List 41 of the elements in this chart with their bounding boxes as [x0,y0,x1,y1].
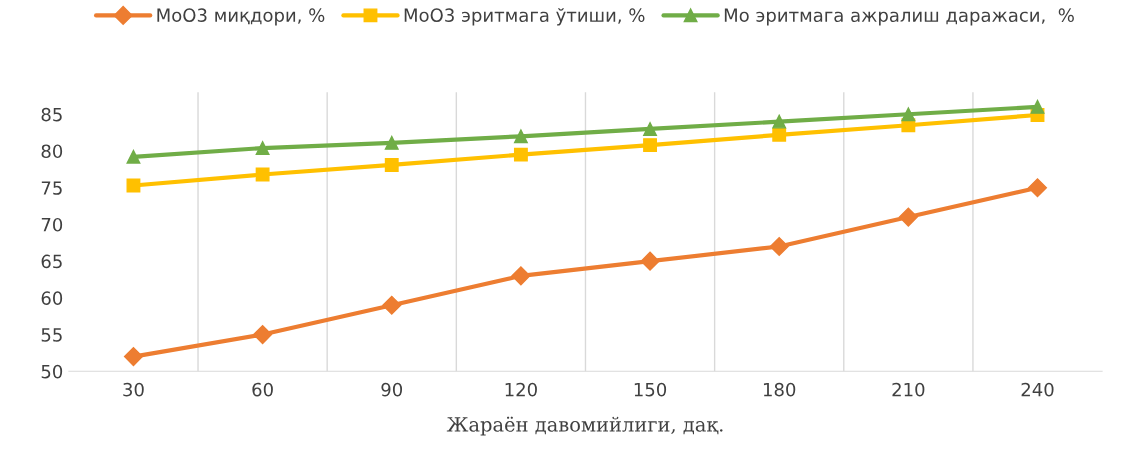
y-tick-label: 80 [41,144,63,159]
legend-label: Мо эритмага ажралиш даражаси, % [724,8,1074,26]
point [255,167,270,182]
y-tick-label: 65 [41,254,62,269]
point [640,251,660,271]
point [384,135,399,150]
y-tick-label: 50 [41,364,63,379]
x-tick-label: 210 [892,382,925,397]
point [513,147,528,162]
x-tick-label: 120 [505,382,537,397]
point [126,149,141,164]
y-tick-label: 70 [41,217,63,232]
point [253,325,273,345]
point [382,295,402,315]
legend-label: МоО3 миқдори, % [157,8,325,26]
point [901,107,916,122]
y-tick-label: 55 [41,328,62,342]
y-tick-label: 60 [41,291,63,305]
y-tick-label: 75 [41,181,62,195]
point [255,141,270,155]
legend-label: МоО3 эритмага ўтиши, % [404,8,645,26]
point [772,127,787,142]
point [511,266,531,286]
x-tick-label: 150 [634,382,667,397]
x-tick-label: 60 [252,382,273,397]
x-axis-title: Жараён давомийлиги, дақ. [446,416,723,436]
x-tick-label: 90 [381,382,403,397]
point [643,122,658,136]
point [643,138,658,153]
point [772,114,787,129]
point [1027,178,1048,198]
point [123,347,143,367]
y-tick-label: 85 [41,107,62,122]
point [898,207,918,227]
point [1030,99,1045,114]
point [384,157,399,172]
x-tick-label: 30 [123,382,144,397]
point [769,236,789,256]
x-tick-label: 180 [763,382,796,397]
point [513,129,528,144]
x-tick-label: 240 [1021,382,1054,397]
